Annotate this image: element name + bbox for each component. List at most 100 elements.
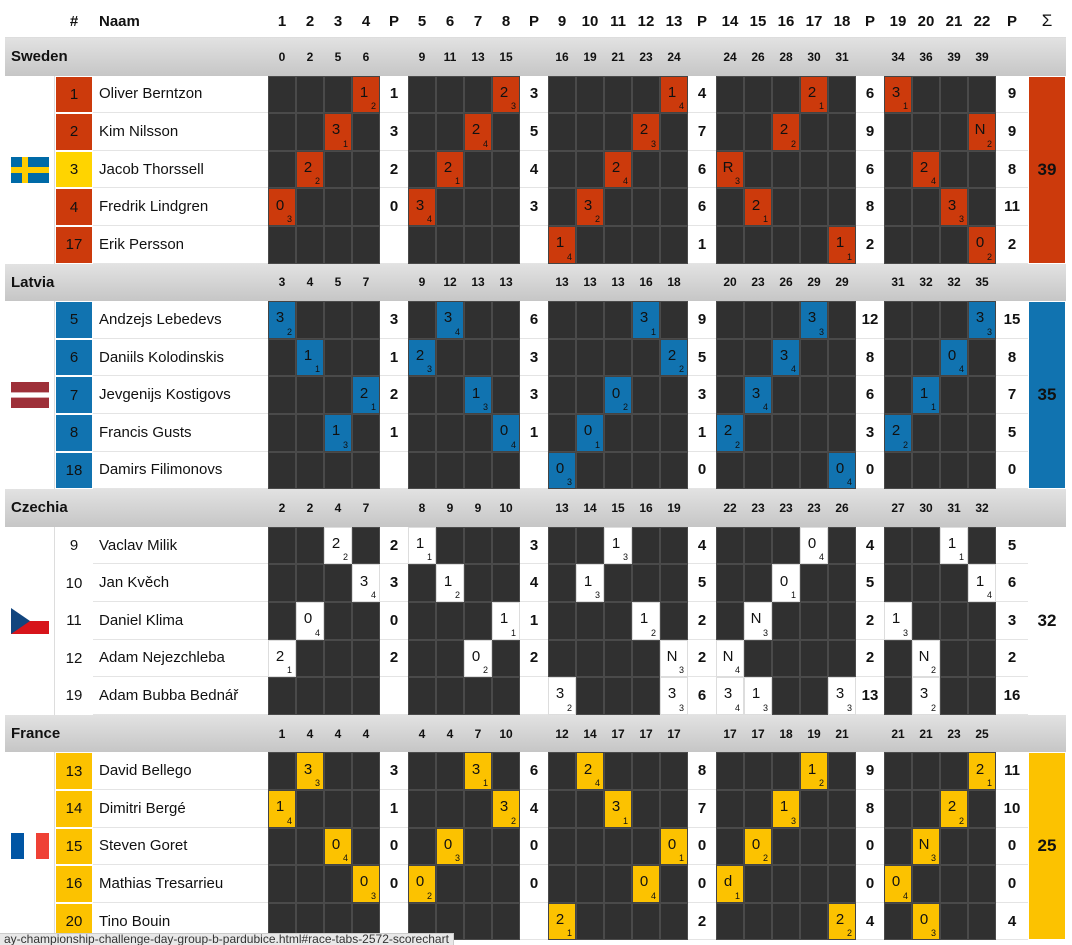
empty-heat	[716, 564, 744, 602]
heat-points: 2	[639, 121, 649, 139]
heat-points: 1	[443, 572, 453, 590]
header-points: P	[996, 5, 1028, 38]
empty-heat	[268, 677, 296, 715]
empty-heat	[828, 564, 856, 602]
empty-heat	[604, 414, 632, 452]
rider-name: Damirs Filimonovs	[93, 451, 268, 490]
empty-heat	[800, 865, 828, 903]
empty-heat	[408, 752, 436, 790]
empty-heat	[324, 790, 352, 828]
empty-heat	[912, 338, 940, 377]
empty-heat	[576, 526, 604, 565]
heat-gate: 4	[790, 364, 796, 375]
rider-number: 15	[55, 827, 93, 866]
heat-points: 1	[471, 384, 481, 402]
empty-heat	[716, 902, 744, 941]
empty-heat	[940, 902, 968, 941]
empty-heat	[632, 752, 660, 790]
empty-heat	[576, 451, 604, 490]
heat-points: 2	[947, 798, 957, 816]
heat-gate: 3	[902, 627, 908, 638]
empty-heat	[408, 414, 436, 452]
empty-heat	[576, 639, 604, 678]
heat-points: 2	[779, 121, 789, 139]
empty-heat	[576, 75, 604, 114]
team-total: 36	[919, 49, 933, 64]
empty-heat	[828, 338, 856, 377]
points-cell: 1	[520, 602, 548, 640]
empty-heat	[744, 338, 772, 377]
points-cell: 5	[688, 338, 716, 377]
heat-points: 3	[835, 685, 845, 703]
rider-number: 8	[55, 414, 93, 452]
header-name: Naam	[93, 5, 268, 38]
heat-gate: 2	[790, 138, 796, 149]
empty-heat	[296, 526, 324, 565]
heat-gate: 3	[790, 815, 796, 826]
empty-heat	[744, 639, 772, 678]
heat-gate: 3	[930, 928, 936, 939]
team-total: 25	[975, 726, 989, 741]
header-heat: 2	[296, 5, 324, 38]
team-total: 12	[443, 275, 457, 290]
empty-heat	[436, 414, 464, 452]
empty-heat	[352, 113, 380, 151]
points-cell: 4	[688, 75, 716, 114]
heat-points: 1	[667, 83, 677, 101]
empty-heat	[576, 301, 604, 339]
heat-points: 3	[751, 384, 761, 402]
rider-name: Fredrik Lindgren	[93, 188, 268, 226]
points-cell: 3	[520, 338, 548, 377]
empty-heat	[716, 113, 744, 151]
team-total: 26	[835, 500, 849, 515]
heat-points: 2	[807, 83, 817, 101]
rider-number: 2	[55, 113, 93, 151]
points-cell: 4	[520, 790, 548, 828]
heat-gate: 4	[286, 815, 292, 826]
points-cell: 0	[856, 865, 884, 903]
heat-points: 2	[611, 159, 621, 177]
empty-heat	[408, 150, 436, 189]
heat-gate: 1	[818, 101, 824, 112]
team-name: Latvia	[11, 273, 55, 291]
flag	[11, 156, 49, 183]
team-total: 39	[975, 49, 989, 64]
points-cell: 6	[688, 677, 716, 715]
empty-heat	[912, 526, 940, 565]
empty-heat	[884, 338, 912, 377]
empty-heat	[660, 301, 688, 339]
team-total: 17	[751, 726, 765, 741]
empty-heat	[632, 75, 660, 114]
heat-points: 3	[807, 309, 817, 327]
empty-heat	[828, 301, 856, 339]
heat-gate: 2	[650, 627, 656, 638]
empty-heat	[408, 639, 436, 678]
rider-number: 5	[55, 301, 93, 339]
points-cell: 8	[856, 188, 884, 226]
heat-points: 2	[303, 159, 313, 177]
empty-heat	[324, 451, 352, 490]
empty-heat	[940, 451, 968, 490]
empty-heat	[492, 338, 520, 377]
heat-gate: 4	[342, 853, 348, 864]
empty-heat	[296, 564, 324, 602]
heat-gate: 3	[678, 665, 684, 676]
heat-points: 2	[667, 347, 677, 365]
heat-gate: 4	[314, 627, 320, 638]
